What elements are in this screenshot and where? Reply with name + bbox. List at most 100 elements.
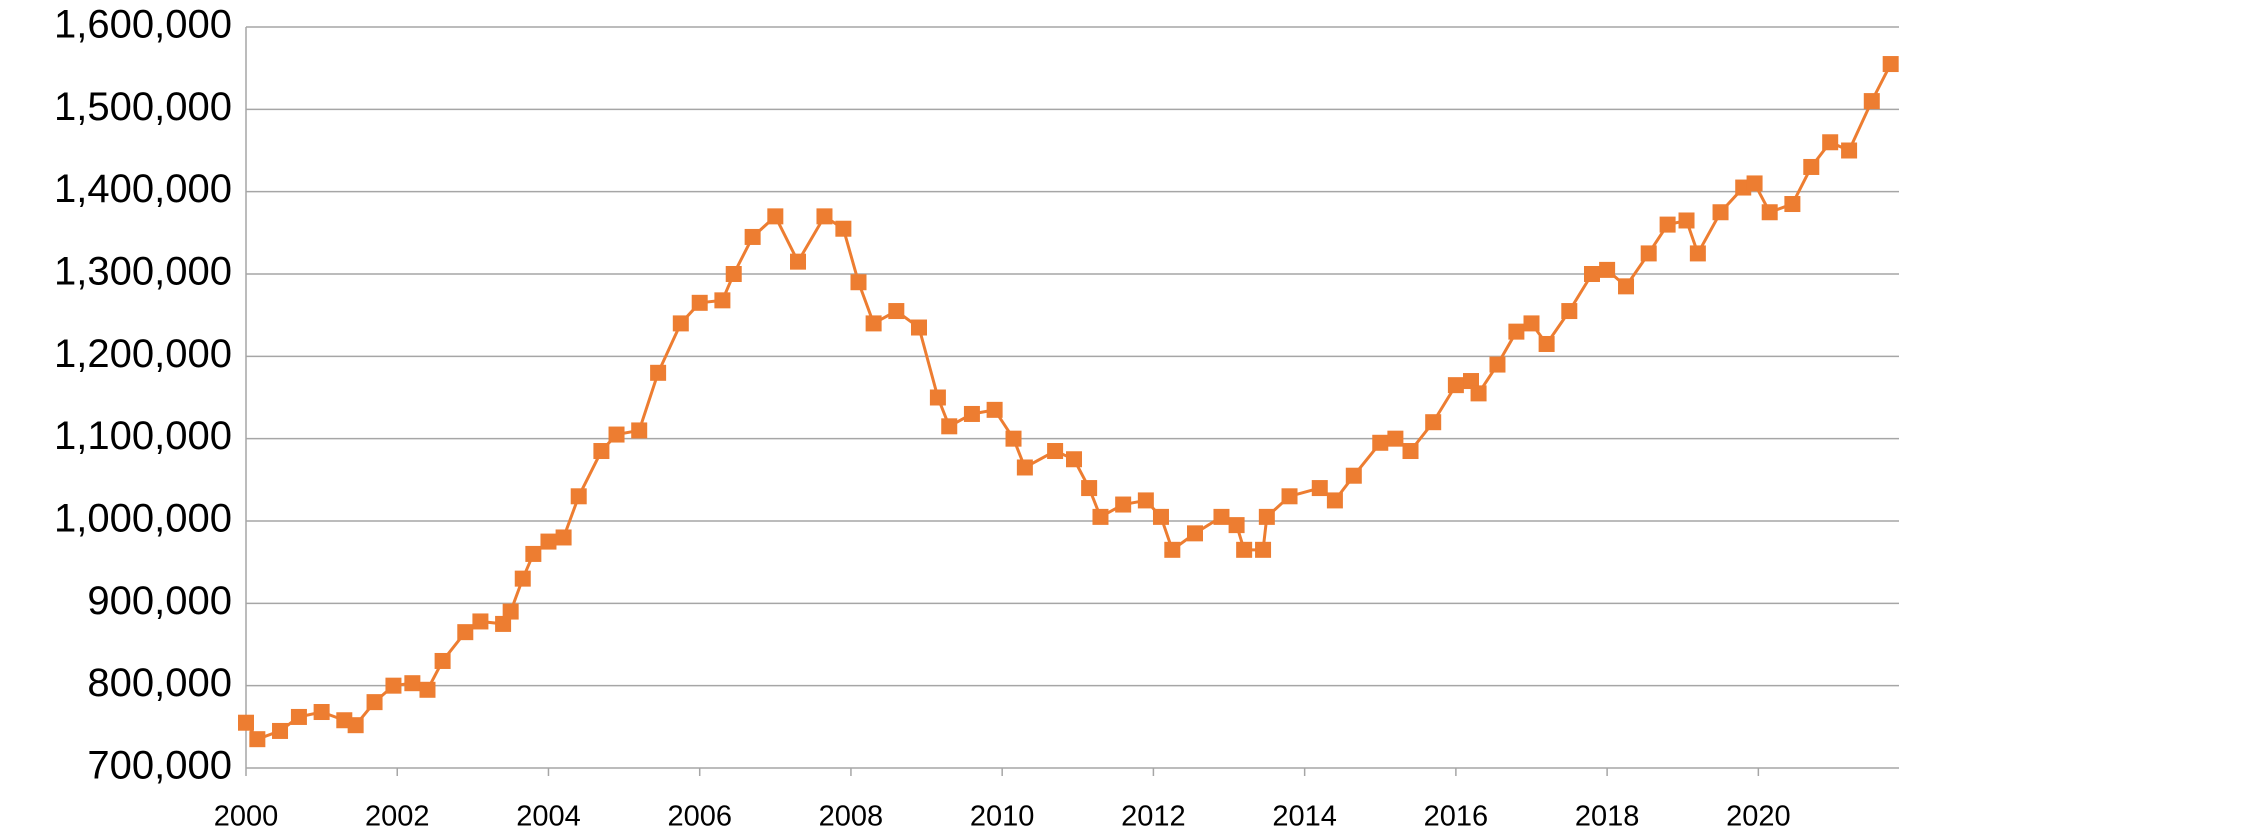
- marker: [1066, 451, 1083, 468]
- marker: [1372, 434, 1389, 451]
- y-tick-label: 1,100,000: [54, 414, 232, 458]
- x-tick-label: 2012: [1121, 801, 1186, 833]
- marker: [1784, 196, 1801, 213]
- marker: [1387, 430, 1404, 447]
- marker: [1678, 212, 1695, 229]
- marker: [290, 708, 307, 725]
- marker: [1689, 245, 1706, 262]
- marker: [1137, 492, 1154, 509]
- marker: [1583, 266, 1600, 282]
- marker: [672, 315, 689, 332]
- marker: [888, 303, 905, 320]
- y-tick-label: 1,200,000: [54, 332, 232, 376]
- x-tick-label: 2004: [516, 801, 581, 833]
- marker: [366, 694, 383, 711]
- marker: [941, 418, 958, 435]
- marker: [986, 401, 1003, 418]
- marker: [790, 253, 807, 270]
- marker: [1822, 134, 1839, 151]
- y-tick-label: 1,000,000: [54, 497, 232, 541]
- marker: [502, 603, 519, 620]
- marker: [457, 624, 474, 641]
- marker: [385, 677, 402, 694]
- marker: [1489, 356, 1506, 373]
- marker: [1258, 508, 1275, 525]
- marker: [1561, 303, 1578, 320]
- marker: [1092, 508, 1109, 525]
- marker: [850, 274, 867, 291]
- marker: [1640, 245, 1657, 262]
- marker: [910, 319, 927, 336]
- marker: [608, 426, 625, 443]
- marker: [1005, 430, 1022, 447]
- marker: [1402, 443, 1419, 460]
- marker: [238, 714, 254, 731]
- marker: [1841, 142, 1858, 159]
- marker: [1228, 517, 1245, 534]
- marker: [1236, 541, 1253, 558]
- marker: [570, 488, 587, 505]
- marker: [650, 364, 667, 381]
- x-tick-label: 2016: [1424, 801, 1489, 833]
- x-tick-label: 2020: [1726, 801, 1791, 833]
- marker: [1882, 56, 1899, 73]
- marker: [1447, 377, 1464, 394]
- marker: [1047, 443, 1064, 460]
- x-tick-label: 2010: [970, 801, 1035, 833]
- marker: [540, 533, 557, 550]
- marker: [419, 681, 436, 698]
- marker: [1345, 467, 1362, 484]
- marker: [1152, 508, 1169, 525]
- x-tick-label: 2018: [1575, 801, 1640, 833]
- marker: [404, 675, 421, 692]
- marker: [347, 717, 364, 734]
- marker: [865, 315, 882, 332]
- y-tick-label: 700,000: [87, 744, 232, 788]
- marker: [1618, 278, 1635, 295]
- marker: [434, 652, 451, 669]
- marker: [1470, 385, 1487, 402]
- marker: [1523, 315, 1540, 332]
- marker: [631, 422, 648, 439]
- marker: [767, 208, 784, 225]
- y-tick-label: 900,000: [87, 579, 232, 623]
- marker: [1538, 335, 1555, 352]
- marker: [816, 208, 833, 225]
- marker: [1659, 216, 1676, 233]
- marker: [963, 405, 980, 422]
- marker: [555, 529, 572, 546]
- y-tick-label: 1,400,000: [54, 167, 232, 211]
- marker: [313, 704, 330, 721]
- x-tick-label: 2002: [365, 801, 430, 833]
- y-tick-label: 1,500,000: [54, 85, 232, 129]
- marker: [1599, 261, 1616, 278]
- marker: [1187, 525, 1204, 542]
- marker: [1016, 459, 1033, 476]
- marker: [1761, 204, 1778, 221]
- marker: [835, 220, 852, 237]
- marker: [514, 570, 531, 587]
- marker: [1115, 496, 1132, 513]
- marker: [1255, 541, 1272, 558]
- marker: [593, 443, 610, 460]
- marker: [495, 615, 512, 632]
- marker: [1425, 414, 1442, 431]
- marker: [272, 722, 289, 739]
- marker: [1863, 93, 1880, 110]
- x-tick-label: 2000: [214, 801, 279, 833]
- x-tick-label: 2008: [819, 801, 884, 833]
- marker: [1213, 508, 1230, 525]
- marker: [1281, 488, 1298, 505]
- marker: [929, 389, 946, 406]
- marker: [1712, 204, 1729, 221]
- marker: [1164, 541, 1181, 558]
- marker: [249, 731, 266, 748]
- marker: [1311, 480, 1328, 497]
- marker: [1803, 158, 1820, 175]
- marker: [714, 292, 731, 309]
- marker: [525, 545, 542, 562]
- marker: [725, 266, 742, 282]
- marker: [472, 613, 489, 630]
